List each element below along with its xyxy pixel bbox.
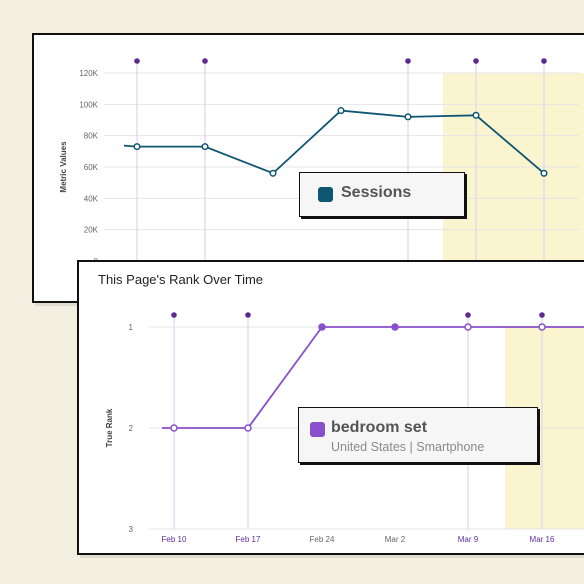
rank-legend-swatch [310, 422, 325, 437]
y-axis-title: Metric Values [59, 141, 68, 193]
highlight-range [443, 73, 584, 295]
rank-data-point [391, 323, 399, 331]
y-tick-label: 3 [129, 525, 134, 534]
y-tick-label: 40K [84, 194, 99, 203]
rank-data-point [538, 323, 546, 331]
y-tick-label: 100K [79, 100, 98, 109]
rank-legend-subtitle: United States | Smartphone [331, 440, 485, 454]
annotation-dot [541, 58, 547, 64]
rank-chart-card: This Page's Rank Over Time 1 2 3 True Rank F… [77, 260, 584, 555]
rank-data-point [170, 424, 178, 432]
x-tick-label: Feb 17 [236, 535, 261, 544]
rank-legend-label: bedroom set [331, 419, 428, 436]
annotation-dot [171, 312, 177, 318]
sessions-legend: Sessions [299, 172, 465, 217]
x-tick-label: Feb 10 [162, 535, 187, 544]
rank-chart-title: This Page's Rank Over Time [98, 272, 264, 287]
x-tick-label: Mar 2 [385, 535, 406, 544]
sessions-series-line [123, 109, 545, 175]
rank-data-point [244, 424, 252, 432]
annotation-dot [473, 58, 479, 64]
rank-data-point [464, 323, 472, 331]
rank-data-point [318, 323, 326, 331]
annotation-dot [405, 58, 411, 64]
annotation-dot [539, 312, 545, 318]
annotation-dot [245, 312, 251, 318]
x-tick-label: Mar 16 [530, 535, 555, 544]
annotation-dot [134, 58, 140, 64]
y-axis-title: True Rank [105, 408, 114, 447]
annotation-dot [465, 312, 471, 318]
sessions-data-point [404, 113, 412, 121]
y-tick-label: 1 [129, 323, 134, 332]
x-tick-label: Feb 24 [310, 535, 335, 544]
sessions-data-point [201, 143, 209, 151]
sessions-data-point [133, 143, 141, 151]
sessions-data-point [540, 169, 548, 177]
rank-legend: bedroom set United States | Smartphone [298, 407, 538, 463]
sessions-legend-swatch [318, 187, 333, 202]
y-tick-label: 120K [79, 69, 98, 78]
sessions-data-point [337, 107, 345, 115]
rank-series-line [162, 326, 584, 429]
x-tick-label: Mar 9 [458, 535, 479, 544]
y-tick-label: 2 [129, 424, 134, 433]
sessions-data-point [472, 111, 480, 119]
y-tick-label: 80K [84, 132, 99, 141]
y-tick-label: 20K [84, 226, 99, 235]
y-tick-label: 60K [84, 163, 99, 172]
sessions-legend-label: Sessions [341, 184, 412, 201]
annotation-dot [202, 58, 208, 64]
sessions-data-point [269, 169, 277, 177]
